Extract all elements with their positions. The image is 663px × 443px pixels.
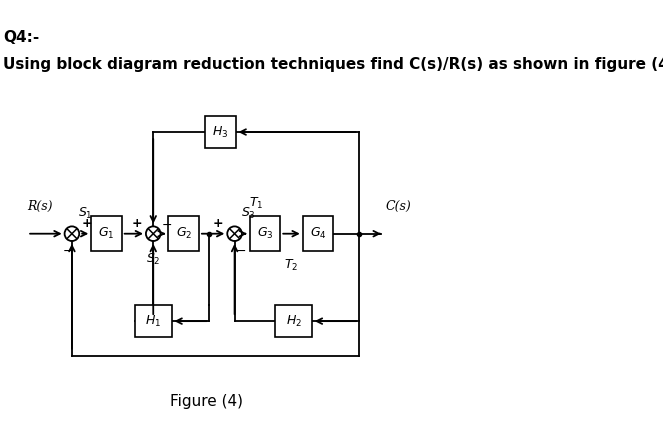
Text: $G_1$: $G_1$	[98, 226, 115, 241]
Text: $G_4$: $G_4$	[310, 226, 326, 241]
Text: $T_2$: $T_2$	[284, 258, 298, 273]
Text: $H_1$: $H_1$	[145, 314, 161, 329]
Text: $G_3$: $G_3$	[257, 226, 273, 241]
Text: +: +	[131, 217, 142, 229]
Text: Using block diagram reduction techniques find C(s)/R(s) as shown in figure (4).: Using block diagram reduction techniques…	[3, 57, 663, 72]
Text: $S_2$: $S_2$	[146, 252, 160, 267]
Text: −: −	[62, 245, 73, 258]
FancyBboxPatch shape	[275, 305, 312, 338]
Text: +: +	[213, 217, 223, 229]
Text: Q4:-: Q4:-	[3, 31, 39, 45]
FancyBboxPatch shape	[135, 305, 172, 338]
Text: $T_1$: $T_1$	[249, 196, 263, 211]
FancyBboxPatch shape	[250, 217, 280, 251]
Text: R(s): R(s)	[27, 200, 52, 214]
Text: $S_3$: $S_3$	[241, 206, 255, 222]
Text: $H_2$: $H_2$	[286, 314, 302, 329]
Text: Figure (4): Figure (4)	[170, 393, 243, 408]
Text: $G_2$: $G_2$	[176, 226, 192, 241]
FancyBboxPatch shape	[205, 116, 235, 148]
Text: +: +	[82, 218, 92, 230]
Text: −: −	[236, 245, 246, 258]
FancyBboxPatch shape	[303, 217, 333, 251]
Text: $H_3$: $H_3$	[212, 124, 229, 140]
FancyBboxPatch shape	[91, 217, 122, 251]
FancyBboxPatch shape	[168, 217, 199, 251]
Text: −: −	[162, 219, 172, 232]
Text: C(s): C(s)	[385, 200, 411, 214]
Text: $S_1$: $S_1$	[78, 206, 93, 222]
